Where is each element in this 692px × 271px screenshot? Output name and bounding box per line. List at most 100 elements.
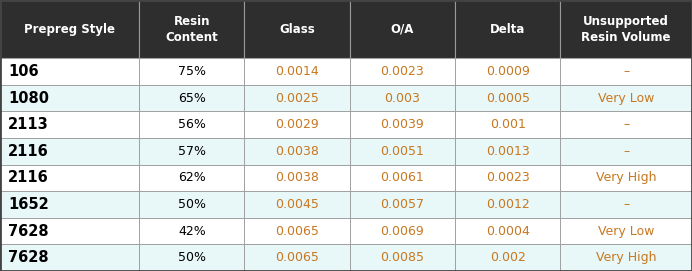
Text: 0.0069: 0.0069 [381,225,424,238]
Text: –: – [623,145,629,158]
Bar [139,111,244,138]
Text: 75%: 75% [178,65,206,78]
Text: 0.0038: 0.0038 [275,145,319,158]
Bar [561,138,692,164]
Bar [561,164,692,191]
Bar [349,164,455,191]
Text: Prepreg Style: Prepreg Style [24,23,115,36]
Text: Unsupported
Resin Volume: Unsupported Resin Volume [581,15,671,44]
Text: 50%: 50% [178,198,206,211]
Bar [455,111,561,138]
Text: 1080: 1080 [8,91,49,106]
Text: 65%: 65% [178,92,206,105]
Bar [349,138,455,164]
Bar [561,218,692,244]
Text: 7628: 7628 [8,224,49,238]
Bar [139,191,244,218]
Bar [455,191,561,218]
Text: 0.0012: 0.0012 [486,198,529,211]
Bar [139,58,244,85]
Text: 2116: 2116 [8,144,49,159]
Text: Very High: Very High [596,172,657,185]
Bar [349,218,455,244]
Text: 0.0009: 0.0009 [486,65,529,78]
Bar [561,0,692,58]
Bar [139,138,244,164]
Text: 62%: 62% [178,172,206,185]
Text: 0.0023: 0.0023 [381,65,424,78]
Text: 1652: 1652 [8,197,49,212]
Bar [139,164,244,191]
Text: Delta: Delta [490,23,525,36]
Bar [0,218,139,244]
Bar [561,85,692,111]
Text: 0.0013: 0.0013 [486,145,529,158]
Bar [139,244,244,271]
Bar [244,164,349,191]
Text: –: – [623,65,629,78]
Bar [0,191,139,218]
Text: 106: 106 [8,64,39,79]
Bar [244,191,349,218]
Text: 0.0045: 0.0045 [275,198,319,211]
Bar [0,244,139,271]
Text: 2113: 2113 [8,117,49,132]
Bar [244,0,349,58]
Text: 0.0004: 0.0004 [486,225,529,238]
Text: 0.0065: 0.0065 [275,251,319,264]
Bar [455,164,561,191]
Text: O/A: O/A [391,23,414,36]
Text: 7628: 7628 [8,250,49,265]
Text: 0.0038: 0.0038 [275,172,319,185]
Bar [139,85,244,111]
Bar [0,111,139,138]
Bar [244,218,349,244]
Text: 50%: 50% [178,251,206,264]
Text: 0.0061: 0.0061 [381,172,424,185]
Text: 56%: 56% [178,118,206,131]
Bar [349,111,455,138]
Bar [244,244,349,271]
Text: Very High: Very High [596,251,657,264]
Bar [0,164,139,191]
Text: 0.0057: 0.0057 [381,198,424,211]
Bar [561,58,692,85]
Bar [244,58,349,85]
Text: 0.0065: 0.0065 [275,225,319,238]
Text: –: – [623,198,629,211]
Bar [349,85,455,111]
Bar [139,0,244,58]
Text: –: – [623,118,629,131]
Text: 0.002: 0.002 [490,251,526,264]
Text: Very Low: Very Low [598,92,655,105]
Bar [0,138,139,164]
Bar [244,138,349,164]
Text: 42%: 42% [178,225,206,238]
Bar [0,58,139,85]
Text: 0.0039: 0.0039 [381,118,424,131]
Text: Resin
Content: Resin Content [165,15,218,44]
Text: 0.001: 0.001 [490,118,526,131]
Text: Glass: Glass [280,23,315,36]
Bar [455,244,561,271]
Bar [561,191,692,218]
Bar [455,138,561,164]
Bar [561,111,692,138]
Bar [244,85,349,111]
Text: 0.0025: 0.0025 [275,92,319,105]
Bar [455,58,561,85]
Bar [349,58,455,85]
Text: 0.003: 0.003 [385,92,420,105]
Bar [0,0,139,58]
Text: 0.0014: 0.0014 [275,65,319,78]
Text: 0.0029: 0.0029 [275,118,319,131]
Bar [349,0,455,58]
Bar [139,218,244,244]
Bar [349,244,455,271]
Bar [0,85,139,111]
Bar [244,111,349,138]
Bar [455,0,561,58]
Bar [561,244,692,271]
Text: 0.0085: 0.0085 [381,251,424,264]
Bar [455,218,561,244]
